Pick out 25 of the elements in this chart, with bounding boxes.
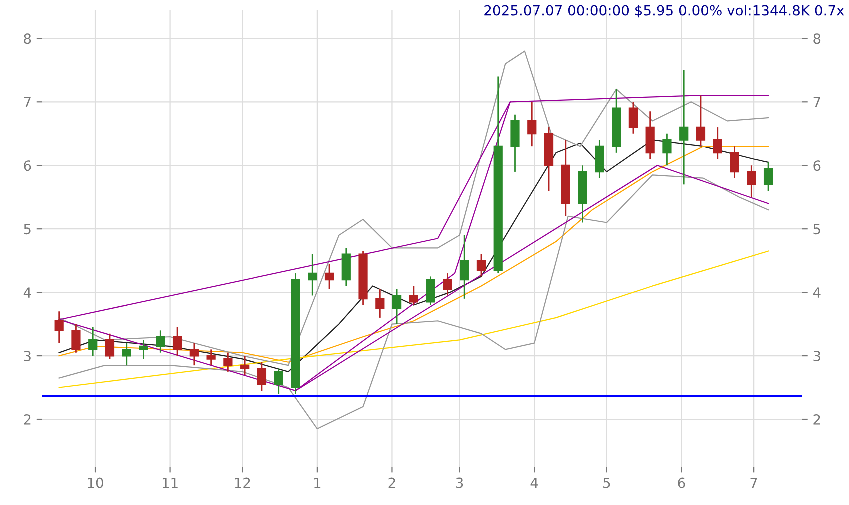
y2-tick-label: 7 <box>814 97 820 108</box>
y-tick-label: 6 <box>24 160 32 172</box>
x-tick-label: 1 <box>314 478 321 488</box>
x-tick-label: 3 <box>456 478 464 488</box>
y-tick-label: 7 <box>24 97 31 108</box>
y2-tick-label: 5 <box>814 224 820 235</box>
y2-tick-label: 6 <box>814 160 821 172</box>
y-tick-label: 3 <box>24 351 31 362</box>
y2-tick-label: 2 <box>814 414 820 425</box>
x-tick-label: 2 <box>388 478 396 488</box>
y-tick-label: 4 <box>24 288 32 298</box>
x-tick-label: 4 <box>530 478 538 488</box>
x-tick-label: 7 <box>750 478 758 488</box>
y-tick-label: 2 <box>24 414 31 425</box>
y2-tick-label: 8 <box>814 34 821 44</box>
x-tick-label: 10 <box>88 478 104 488</box>
x-tick-label: 11 <box>162 478 178 488</box>
x-tick-label: 12 <box>235 478 250 488</box>
chart-title: 2025.07.07 00:00:00 $5.95 0.00% vol:1344.8K 0.7x <box>484 5 844 18</box>
x-tick-label: 6 <box>678 478 686 488</box>
x-tick-label: 5 <box>604 478 610 488</box>
y-tick-label: 8 <box>24 34 32 44</box>
y-tick-label: 5 <box>24 224 31 235</box>
y2-tick-label: 3 <box>814 351 820 362</box>
y2-tick-label: 4 <box>813 288 821 298</box>
